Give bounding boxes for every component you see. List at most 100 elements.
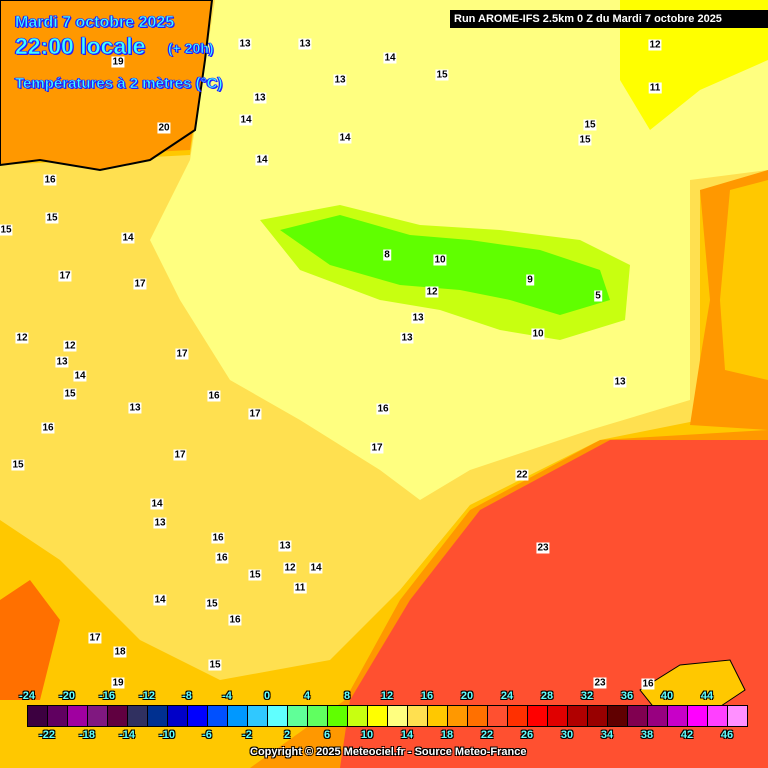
contour-label: 15 bbox=[45, 212, 59, 224]
legend-swatch bbox=[728, 706, 747, 726]
parameter-title: Températures à 2 mètres (°C) bbox=[15, 75, 223, 93]
contour-label: 13 bbox=[238, 38, 252, 50]
legend-tick-bottom: 10 bbox=[360, 729, 374, 741]
legend-swatch bbox=[488, 706, 508, 726]
legend-swatch bbox=[588, 706, 608, 726]
contour-label: 16 bbox=[43, 174, 57, 186]
contour-label: 13 bbox=[333, 74, 347, 86]
legend-swatch bbox=[568, 706, 588, 726]
contour-label: 15 bbox=[11, 459, 25, 471]
legend-tick-top: -24 bbox=[19, 690, 35, 702]
contour-label: 14 bbox=[255, 154, 269, 166]
contour-label: 14 bbox=[150, 498, 164, 510]
legend-swatch bbox=[208, 706, 228, 726]
contour-label: 15 bbox=[205, 598, 219, 610]
legend-tick-top: -16 bbox=[99, 690, 115, 702]
contour-label: 13 bbox=[278, 540, 292, 552]
contour-label: 14 bbox=[338, 132, 352, 144]
forecast-time: 22:00 locale bbox=[15, 33, 146, 60]
contour-label: 13 bbox=[253, 92, 267, 104]
legend-swatch bbox=[368, 706, 388, 726]
land-yellow-north bbox=[620, 0, 768, 130]
legend-tick-bottom: 22 bbox=[480, 729, 494, 741]
legend-tick-top: 0 bbox=[263, 690, 271, 702]
contour-label: 12 bbox=[283, 562, 297, 574]
legend-tick-top: 28 bbox=[540, 690, 554, 702]
legend-tick-top: 12 bbox=[380, 690, 394, 702]
contour-label: 15 bbox=[248, 569, 262, 581]
contour-label: 18 bbox=[113, 646, 127, 658]
contour-label: 13 bbox=[411, 312, 425, 324]
legend-tick-bottom: 46 bbox=[720, 729, 734, 741]
legend-tick-bottom: -22 bbox=[39, 729, 55, 741]
contour-label: 16 bbox=[228, 614, 242, 626]
color-legend bbox=[27, 705, 748, 727]
legend-swatch bbox=[68, 706, 88, 726]
legend-tick-top: 36 bbox=[620, 690, 634, 702]
contour-label: 17 bbox=[58, 270, 72, 282]
contour-label: 17 bbox=[175, 348, 189, 360]
legend-tick-top: 4 bbox=[303, 690, 311, 702]
legend-tick-bottom: 34 bbox=[600, 729, 614, 741]
contour-label: 17 bbox=[173, 449, 187, 461]
contour-label: 13 bbox=[298, 38, 312, 50]
legend-swatch bbox=[548, 706, 568, 726]
legend-swatch bbox=[688, 706, 708, 726]
contour-label: 15 bbox=[0, 224, 13, 236]
legend-swatch bbox=[348, 706, 368, 726]
legend-tick-bottom: 42 bbox=[680, 729, 694, 741]
contour-label: 14 bbox=[153, 594, 167, 606]
legend-tick-bottom: 26 bbox=[520, 729, 534, 741]
contour-label: 15 bbox=[435, 69, 449, 81]
contour-label: 13 bbox=[613, 376, 627, 388]
legend-swatch bbox=[308, 706, 328, 726]
legend-swatch bbox=[508, 706, 528, 726]
contour-label: 16 bbox=[207, 390, 221, 402]
contour-label: 15 bbox=[583, 119, 597, 131]
legend-swatch bbox=[28, 706, 48, 726]
contour-label: 23 bbox=[536, 542, 550, 554]
legend-swatch bbox=[328, 706, 348, 726]
legend-swatch bbox=[228, 706, 248, 726]
legend-swatch bbox=[48, 706, 68, 726]
legend-tick-top: -20 bbox=[59, 690, 75, 702]
legend-tick-bottom: -6 bbox=[202, 729, 212, 741]
legend-tick-top: 44 bbox=[700, 690, 714, 702]
legend-tick-top: -4 bbox=[222, 690, 232, 702]
legend-tick-top: 16 bbox=[420, 690, 434, 702]
contour-label: 19 bbox=[111, 56, 125, 68]
contour-label: 12 bbox=[648, 39, 662, 51]
contour-label: 14 bbox=[239, 114, 253, 126]
legend-swatch bbox=[168, 706, 188, 726]
copyright: Copyright © 2025 Meteociel.fr - Source M… bbox=[250, 746, 527, 758]
legend-swatch bbox=[708, 706, 728, 726]
legend-tick-bottom: 6 bbox=[323, 729, 331, 741]
contour-label: 15 bbox=[63, 388, 77, 400]
contour-label: 9 bbox=[526, 274, 534, 286]
legend-swatch bbox=[608, 706, 628, 726]
legend-tick-bottom: 2 bbox=[283, 729, 291, 741]
legend-swatch bbox=[528, 706, 548, 726]
contour-label: 13 bbox=[55, 356, 69, 368]
contour-label: 10 bbox=[433, 254, 447, 266]
east-sea bbox=[720, 180, 768, 380]
contour-label: 16 bbox=[215, 552, 229, 564]
southwest-warm bbox=[0, 580, 60, 700]
legend-swatch bbox=[668, 706, 688, 726]
contour-label: 20 bbox=[157, 122, 171, 134]
contour-label: 12 bbox=[425, 286, 439, 298]
contour-label: 13 bbox=[128, 402, 142, 414]
legend-swatch bbox=[188, 706, 208, 726]
contour-label: 17 bbox=[88, 632, 102, 644]
contour-label: 16 bbox=[41, 422, 55, 434]
legend-tick-bottom: 18 bbox=[440, 729, 454, 741]
forecast-date: Mardi 7 octobre 2025 bbox=[15, 14, 175, 32]
legend-tick-top: 32 bbox=[580, 690, 594, 702]
legend-swatch bbox=[128, 706, 148, 726]
legend-swatch bbox=[288, 706, 308, 726]
legend-swatch bbox=[148, 706, 168, 726]
legend-tick-top: -8 bbox=[182, 690, 192, 702]
legend-tick-bottom: -10 bbox=[159, 729, 175, 741]
contour-label: 16 bbox=[376, 403, 390, 415]
